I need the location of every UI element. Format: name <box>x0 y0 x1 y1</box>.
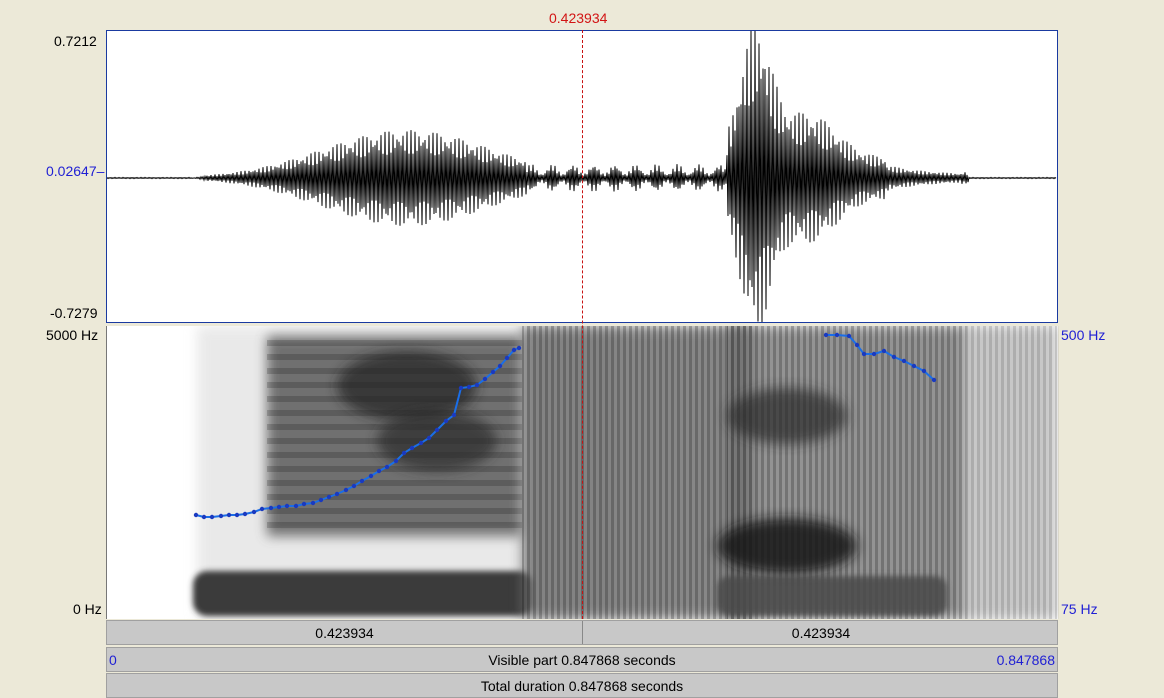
pitch-point <box>268 505 274 511</box>
pitch-point <box>376 468 382 474</box>
pitch-point <box>871 351 877 357</box>
pitch-point <box>474 382 480 388</box>
visible-part-bar[interactable]: 0 Visible part 0.847868 seconds 0.847868 <box>106 647 1058 672</box>
pitch-point <box>490 369 496 375</box>
pitch-bottom-label: 75 Hz <box>1061 601 1098 617</box>
total-duration-bar[interactable]: Total duration 0.847868 seconds <box>106 673 1058 698</box>
pitch-point <box>318 497 324 503</box>
pitch-point <box>846 333 852 339</box>
pitch-point <box>384 464 390 470</box>
pitch-point <box>409 445 415 451</box>
pitch-point <box>276 504 282 510</box>
pitch-point <box>251 509 257 515</box>
segment-right[interactable]: 0.423934 <box>791 625 851 641</box>
cursor-line[interactable] <box>582 30 583 619</box>
pitch-point <box>466 384 472 390</box>
waveform-max-label: 0.7212 <box>54 33 97 49</box>
pitch-point <box>497 363 503 369</box>
pitch-point <box>301 501 307 507</box>
pitch-point <box>218 513 224 519</box>
cursor-time-label: 0.423934 <box>549 10 608 26</box>
pitch-top-label: 500 Hz <box>1061 327 1106 343</box>
pitch-point <box>921 368 927 374</box>
pitch-point <box>343 487 349 493</box>
spectrogram-top-freq-label: 5000 Hz <box>46 327 99 343</box>
pitch-point <box>242 511 248 517</box>
pitch-point <box>193 512 199 518</box>
pitch-point <box>504 355 510 361</box>
pitch-point <box>881 348 887 354</box>
pitch-point <box>891 354 897 360</box>
waveform-min-label: -0.7279 <box>50 305 98 321</box>
pitch-point <box>310 500 316 506</box>
pitch-point <box>443 418 449 424</box>
pitch-point <box>901 358 907 364</box>
pitch-point <box>854 342 860 348</box>
pitch-point <box>393 458 399 464</box>
pitch-point <box>434 427 440 433</box>
pitch-point <box>458 385 464 391</box>
pitch-point <box>511 347 517 353</box>
waveform-trace <box>107 31 1057 322</box>
pitch-point <box>284 503 290 509</box>
pitch-point <box>226 512 232 518</box>
visible-part-label: Visible part 0.847868 seconds <box>488 652 676 668</box>
pitch-point <box>326 494 332 500</box>
segment-bar[interactable]: 0.423934 0.423934 <box>106 620 1058 645</box>
visible-start-time: 0 <box>109 652 117 668</box>
pitch-point <box>201 514 207 520</box>
pitch-point <box>418 440 424 446</box>
spectrogram-plot <box>193 326 1057 619</box>
pitch-point <box>234 512 240 518</box>
waveform-zero-label: 0.02647– <box>46 163 105 179</box>
pitch-point <box>293 503 299 509</box>
pitch-point <box>516 345 522 351</box>
pitch-point <box>451 412 457 418</box>
pitch-point <box>368 473 374 479</box>
pitch-point <box>482 376 488 382</box>
pitch-point <box>931 377 937 383</box>
waveform-plot <box>107 31 1057 322</box>
total-duration-label: Total duration 0.847868 seconds <box>480 678 684 694</box>
pitch-point <box>861 351 867 357</box>
pitch-point <box>351 483 357 489</box>
pitch-point <box>834 332 840 338</box>
spectrogram-panel[interactable] <box>106 326 1058 619</box>
pitch-point <box>209 514 215 520</box>
pitch-point <box>911 363 917 369</box>
spectrogram-bottom-freq-label: 0 Hz <box>73 601 102 617</box>
segment-left[interactable]: 0.423934 <box>107 621 583 644</box>
pitch-point <box>359 478 365 484</box>
visible-end-time: 0.847868 <box>996 652 1055 668</box>
pitch-point <box>259 506 265 512</box>
pitch-point <box>426 435 432 441</box>
waveform-zero-value: 0.02647 <box>46 163 97 179</box>
pitch-point <box>334 491 340 497</box>
pitch-point <box>823 332 829 338</box>
pitch-point <box>401 450 407 456</box>
